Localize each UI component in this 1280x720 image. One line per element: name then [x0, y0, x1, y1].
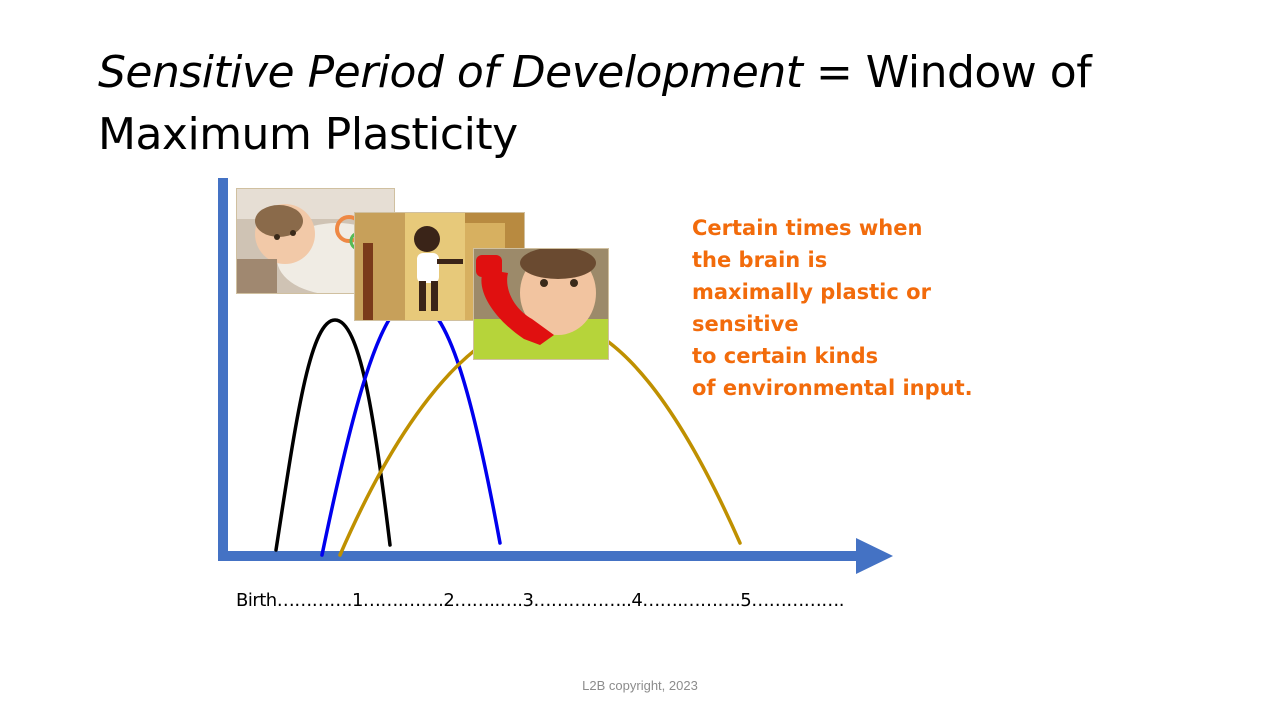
child-phone-photo: [473, 248, 609, 360]
curve-black: [274, 318, 392, 552]
x-axis: [218, 551, 860, 561]
x-axis-label: Birth………….1…….…….2……..….3……………..4…….……….…: [236, 590, 844, 611]
slide-title: Sensitive Period of Development = Window…: [98, 42, 1228, 166]
title-italic: Sensitive Period of Development: [98, 47, 803, 98]
callout-line-5: to certain kinds: [692, 344, 879, 368]
y-axis: [218, 178, 228, 561]
callout-line-4: sensitive: [692, 312, 799, 336]
title-rest: = Window of Maximum Plasticity: [98, 47, 1092, 160]
callout-text: Certain times when the brain is maximall…: [692, 212, 1052, 404]
callout-line-6: of environmental input.: [692, 376, 973, 400]
callout-line-1: Certain times when: [692, 216, 923, 240]
callout-line-2: the brain is: [692, 248, 828, 272]
footer-copyright: L2B copyright, 2023: [582, 678, 698, 693]
x-axis-arrowhead: [856, 538, 893, 574]
callout-line-3: maximally plastic or: [692, 280, 931, 304]
